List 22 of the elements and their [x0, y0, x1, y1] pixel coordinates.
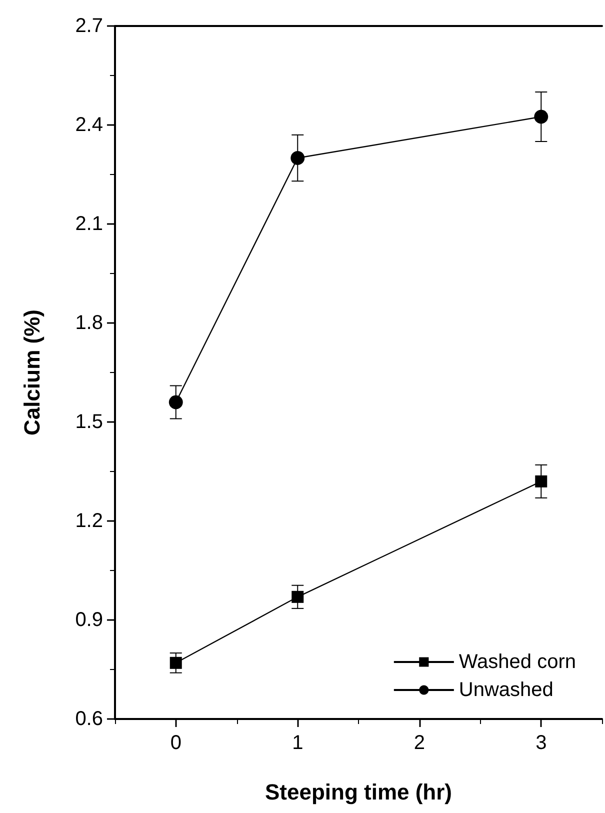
y-tick-label: 0.9: [75, 609, 103, 631]
y-tick-label: 2.1: [75, 213, 103, 235]
point: [535, 475, 548, 488]
y-tick-label: 2.4: [75, 114, 103, 136]
point: [168, 395, 183, 410]
y-tick-label: 0.6: [75, 708, 103, 730]
point: [534, 110, 548, 124]
x-tick-label: 1: [292, 732, 304, 754]
y-axis-title: Calcium (%): [20, 310, 44, 436]
point: [290, 151, 305, 165]
x-axis-title: Steeping time (hr): [264, 780, 452, 804]
x-tick-label: 0: [170, 732, 182, 754]
x-tick-label: 2: [414, 732, 425, 754]
y-tick-label: 1.8: [75, 312, 103, 334]
x-tick-label: 3: [536, 732, 547, 754]
y-tick-label: 2.7: [75, 15, 103, 37]
y-tick-label: 1.5: [75, 411, 103, 433]
point: [292, 590, 304, 603]
y-tick-label: 1.2: [75, 510, 103, 532]
point: [170, 656, 182, 669]
legend-label: Unwashed: [458, 679, 554, 701]
legend-label: Washed corn: [458, 651, 576, 673]
